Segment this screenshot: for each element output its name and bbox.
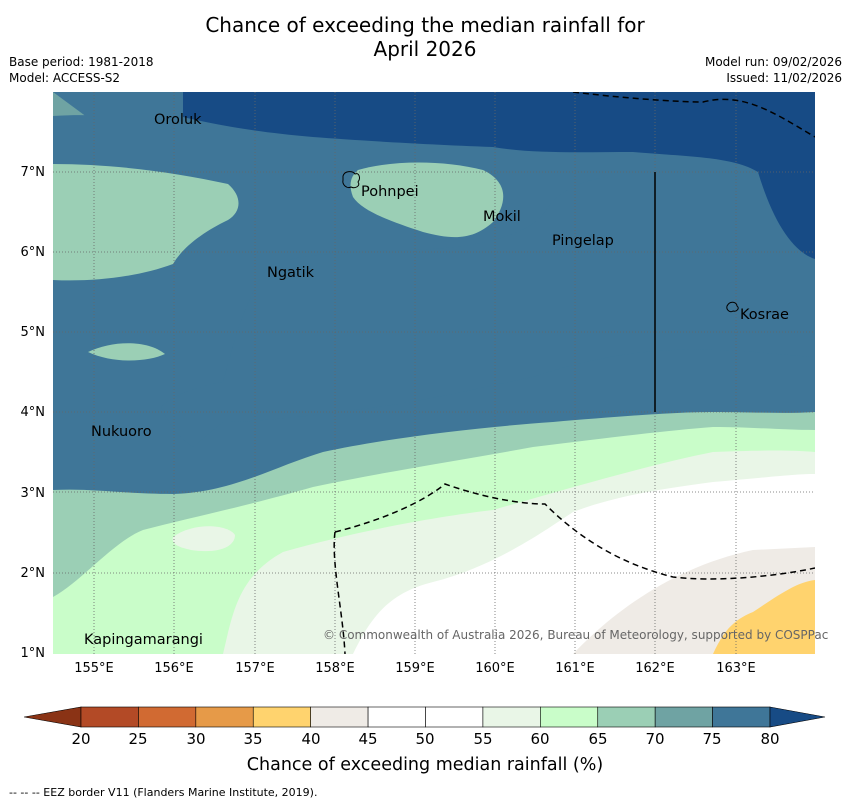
colorbar-extend-high bbox=[769, 706, 826, 728]
colorbar-segment bbox=[310, 706, 369, 728]
colorbar-tick-label: 30 bbox=[186, 730, 206, 748]
pohnpei-island-icon bbox=[342, 171, 360, 189]
colorbar-tick-label: 50 bbox=[415, 730, 435, 748]
place-label-oroluk: Oroluk bbox=[154, 112, 202, 128]
colorbar-segment bbox=[540, 706, 599, 728]
colorbar-tick-label: 60 bbox=[530, 730, 550, 748]
lon-label: 163°E bbox=[716, 661, 756, 676]
lat-label: 6°N bbox=[20, 245, 46, 260]
colorbar-segment bbox=[367, 706, 426, 728]
place-label-ngatik: Ngatik bbox=[267, 265, 315, 281]
map-title-line1: Chance of exceeding the median rainfall … bbox=[205, 13, 645, 37]
colorbar-tick-label: 80 bbox=[760, 730, 780, 748]
lon-label: 158°E bbox=[315, 661, 355, 676]
lon-label: 156°E bbox=[154, 661, 194, 676]
colorbar-segment bbox=[654, 706, 713, 728]
band-65-70-patch bbox=[88, 343, 165, 361]
lat-label: 3°N bbox=[20, 486, 46, 501]
colorbar-segment bbox=[482, 706, 541, 728]
colorbar-tick-label: 75 bbox=[702, 730, 722, 748]
band-35-40 bbox=[713, 580, 815, 654]
colorbar-tick-label: 40 bbox=[301, 730, 321, 748]
colorbar-segment bbox=[195, 706, 254, 728]
colorbar-tick-label: 70 bbox=[645, 730, 665, 748]
lon-label: 155°E bbox=[74, 661, 114, 676]
colorbar-segment bbox=[252, 706, 311, 728]
lon-label: 162°E bbox=[635, 661, 675, 676]
kosrae-island-icon bbox=[726, 301, 739, 313]
colorbar-segment bbox=[80, 706, 139, 728]
band-65-70-pohnpei bbox=[350, 162, 504, 238]
band-above-80 bbox=[183, 92, 815, 259]
place-label-kapingamarangi: Kapingamarangi bbox=[84, 632, 203, 648]
lon-label: 160°E bbox=[475, 661, 515, 676]
colorbar bbox=[24, 706, 826, 728]
model-name: Model: ACCESS-S2 bbox=[9, 71, 121, 85]
colorbar-segment bbox=[425, 706, 484, 728]
colorbar-segment bbox=[138, 706, 197, 728]
colorbar-tick-label: 25 bbox=[128, 730, 148, 748]
colorbar-tick-label: 35 bbox=[243, 730, 263, 748]
lat-label: 4°N bbox=[20, 405, 46, 420]
place-label-mokil: Mokil bbox=[483, 209, 521, 225]
rainfall-map bbox=[53, 92, 815, 654]
place-label-kosrae: Kosrae bbox=[740, 307, 789, 323]
lon-label: 159°E bbox=[395, 661, 435, 676]
model-run: Model run: 09/02/2026 bbox=[704, 55, 842, 69]
colorbar-segment bbox=[712, 706, 771, 728]
lat-label: 5°N bbox=[20, 325, 46, 340]
place-label-pingelap: Pingelap bbox=[552, 233, 614, 249]
colorbar-tick-label: 55 bbox=[473, 730, 493, 748]
colorbar-extend-low bbox=[24, 706, 82, 728]
eez-footnote: -- -- -- EEZ border V11 (Flanders Marine… bbox=[9, 786, 318, 799]
colorbar-title: Chance of exceeding median rainfall (%) bbox=[246, 755, 604, 775]
lat-label: 2°N bbox=[20, 566, 46, 581]
lon-label: 161°E bbox=[555, 661, 595, 676]
colorbar-tick-label: 65 bbox=[588, 730, 608, 748]
band-75-80-central bbox=[161, 177, 815, 447]
lat-label: 1°N bbox=[20, 646, 46, 661]
map-title-line2: April 2026 bbox=[373, 37, 477, 61]
issued-date: Issued: 11/02/2026 bbox=[726, 71, 842, 85]
band-55-60-islet bbox=[172, 526, 235, 552]
colorbar-tick-label: 45 bbox=[358, 730, 378, 748]
lon-label: 157°E bbox=[235, 661, 275, 676]
colorbar-segment bbox=[597, 706, 656, 728]
lat-label: 7°N bbox=[20, 165, 46, 180]
band-65-70-west bbox=[53, 164, 239, 281]
colorbar-tick-label: 20 bbox=[71, 730, 91, 748]
eez-border bbox=[333, 92, 815, 654]
place-label-nukuoro: Nukuoro bbox=[91, 424, 152, 440]
base-period: Base period: 1981-2018 bbox=[9, 55, 154, 69]
place-label-pohnpei: Pohnpei bbox=[361, 184, 419, 200]
graticule bbox=[53, 92, 815, 654]
copyright-notice: © Commonwealth of Australia 2026, Bureau… bbox=[323, 628, 829, 642]
